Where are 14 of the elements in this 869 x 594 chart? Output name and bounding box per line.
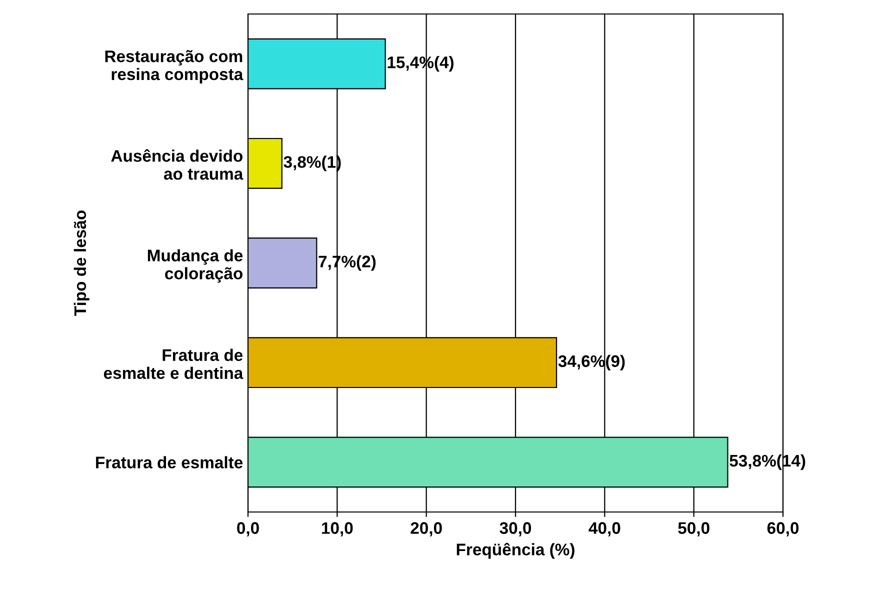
y-tick-label: Mudança de coloração [148, 249, 243, 283]
y-tick-label: Fratura de esmalte [96, 456, 243, 468]
y-tick-label: Ausência devido ao trauma [111, 149, 244, 180]
x-tick-label: 0,0 [237, 522, 259, 536]
x-tick-label: 40,0 [588, 522, 620, 536]
x-tick-label: 50,0 [678, 522, 710, 536]
x-axis-title: Freqüência (%) [456, 542, 574, 559]
y-axis-title: Tipo de lesão [74, 210, 90, 316]
x-tick-label: 10,0 [322, 522, 353, 536]
y-tick-label: Fratura de esmalte e dentina [104, 348, 244, 379]
x-tick-label: 60,0 [767, 522, 799, 536]
x-tick-label: 20,0 [410, 522, 442, 536]
y-tick-label: Restauração com resina composta [105, 50, 244, 84]
x-tick-label: 30,0 [500, 522, 532, 536]
